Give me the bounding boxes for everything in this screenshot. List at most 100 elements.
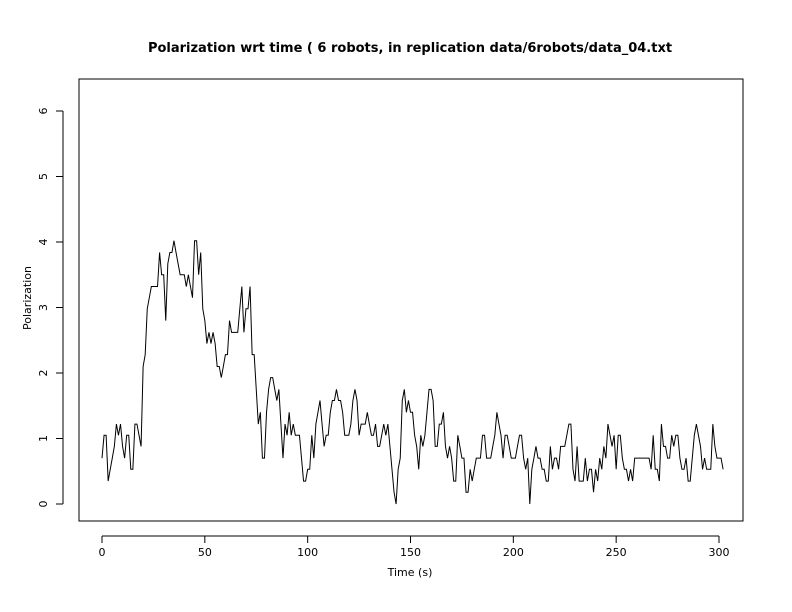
data-point bbox=[412, 412, 413, 413]
y-tick-label: 4 bbox=[37, 239, 50, 246]
data-point bbox=[215, 343, 216, 344]
data-point bbox=[685, 458, 686, 459]
data-point bbox=[108, 480, 109, 481]
data-point bbox=[410, 412, 411, 413]
data-point bbox=[558, 469, 559, 470]
data-point bbox=[461, 458, 462, 459]
data-point bbox=[441, 423, 442, 424]
y-tick-label: 5 bbox=[37, 173, 50, 180]
data-point bbox=[406, 412, 407, 413]
data-point bbox=[433, 400, 434, 401]
data-point bbox=[245, 308, 246, 309]
data-point bbox=[367, 412, 368, 413]
data-point bbox=[326, 435, 327, 436]
data-point bbox=[723, 469, 724, 470]
data-point bbox=[346, 435, 347, 436]
data-point bbox=[657, 469, 658, 470]
data-point bbox=[502, 458, 503, 459]
x-tick-label: 200 bbox=[503, 546, 524, 559]
data-point bbox=[445, 446, 446, 447]
data-point bbox=[147, 308, 148, 309]
data-point bbox=[564, 446, 565, 447]
data-point bbox=[449, 446, 450, 447]
data-point bbox=[309, 469, 310, 470]
data-point bbox=[702, 469, 703, 470]
x-tick-label: 0 bbox=[99, 546, 106, 559]
data-point bbox=[677, 435, 678, 436]
data-point bbox=[221, 377, 222, 378]
data-point bbox=[118, 435, 119, 436]
data-point bbox=[700, 446, 701, 447]
data-point bbox=[560, 446, 561, 447]
data-point bbox=[188, 274, 189, 275]
data-point bbox=[270, 377, 271, 378]
plot-frame bbox=[78, 78, 744, 522]
data-point bbox=[576, 446, 577, 447]
data-point bbox=[614, 435, 615, 436]
data-point bbox=[566, 435, 567, 436]
data-point bbox=[482, 435, 483, 436]
data-point bbox=[352, 400, 353, 401]
data-point bbox=[315, 423, 316, 424]
data-point bbox=[679, 458, 680, 459]
data-point bbox=[219, 366, 220, 367]
data-point bbox=[484, 435, 485, 436]
data-point bbox=[159, 252, 160, 253]
data-point bbox=[634, 458, 635, 459]
y-axis: 0 1 2 3 4 5 6 bbox=[37, 108, 64, 508]
data-point bbox=[334, 400, 335, 401]
data-point bbox=[472, 480, 473, 481]
data-point bbox=[262, 458, 263, 459]
data-point bbox=[321, 423, 322, 424]
data-point bbox=[667, 458, 668, 459]
data-point bbox=[597, 480, 598, 481]
data-point bbox=[453, 480, 454, 481]
data-point bbox=[698, 435, 699, 436]
data-point bbox=[110, 469, 111, 470]
data-point bbox=[151, 286, 152, 287]
data-point bbox=[459, 446, 460, 447]
data-point bbox=[332, 400, 333, 401]
data-point bbox=[704, 458, 705, 459]
data-point bbox=[533, 458, 534, 459]
data-point bbox=[515, 458, 516, 459]
data-point bbox=[171, 252, 172, 253]
polarization-series-line bbox=[101, 240, 724, 505]
data-point bbox=[182, 274, 183, 275]
x-tick-label: 250 bbox=[606, 546, 627, 559]
data-point bbox=[330, 412, 331, 413]
data-point bbox=[636, 458, 637, 459]
data-point bbox=[661, 423, 662, 424]
data-point bbox=[688, 480, 689, 481]
data-point bbox=[439, 423, 440, 424]
data-point bbox=[554, 458, 555, 459]
data-point bbox=[492, 446, 493, 447]
data-point bbox=[256, 389, 257, 390]
data-point bbox=[354, 389, 355, 390]
data-point bbox=[128, 435, 129, 436]
data-point bbox=[589, 469, 590, 470]
data-point bbox=[389, 446, 390, 447]
data-point bbox=[350, 423, 351, 424]
data-point bbox=[336, 389, 337, 390]
data-point bbox=[208, 332, 209, 333]
data-point bbox=[344, 435, 345, 436]
data-point bbox=[535, 446, 536, 447]
data-point bbox=[377, 446, 378, 447]
data-point bbox=[122, 446, 123, 447]
data-point bbox=[644, 458, 645, 459]
data-point bbox=[718, 458, 719, 459]
data-point bbox=[716, 458, 717, 459]
data-point bbox=[531, 469, 532, 470]
data-point bbox=[126, 435, 127, 436]
data-point bbox=[630, 469, 631, 470]
data-point bbox=[476, 458, 477, 459]
data-point bbox=[720, 458, 721, 459]
data-point bbox=[194, 240, 195, 241]
data-point bbox=[463, 458, 464, 459]
data-point bbox=[124, 458, 125, 459]
data-point bbox=[653, 435, 654, 436]
data-point bbox=[665, 446, 666, 447]
data-point bbox=[233, 332, 234, 333]
data-point bbox=[494, 435, 495, 436]
